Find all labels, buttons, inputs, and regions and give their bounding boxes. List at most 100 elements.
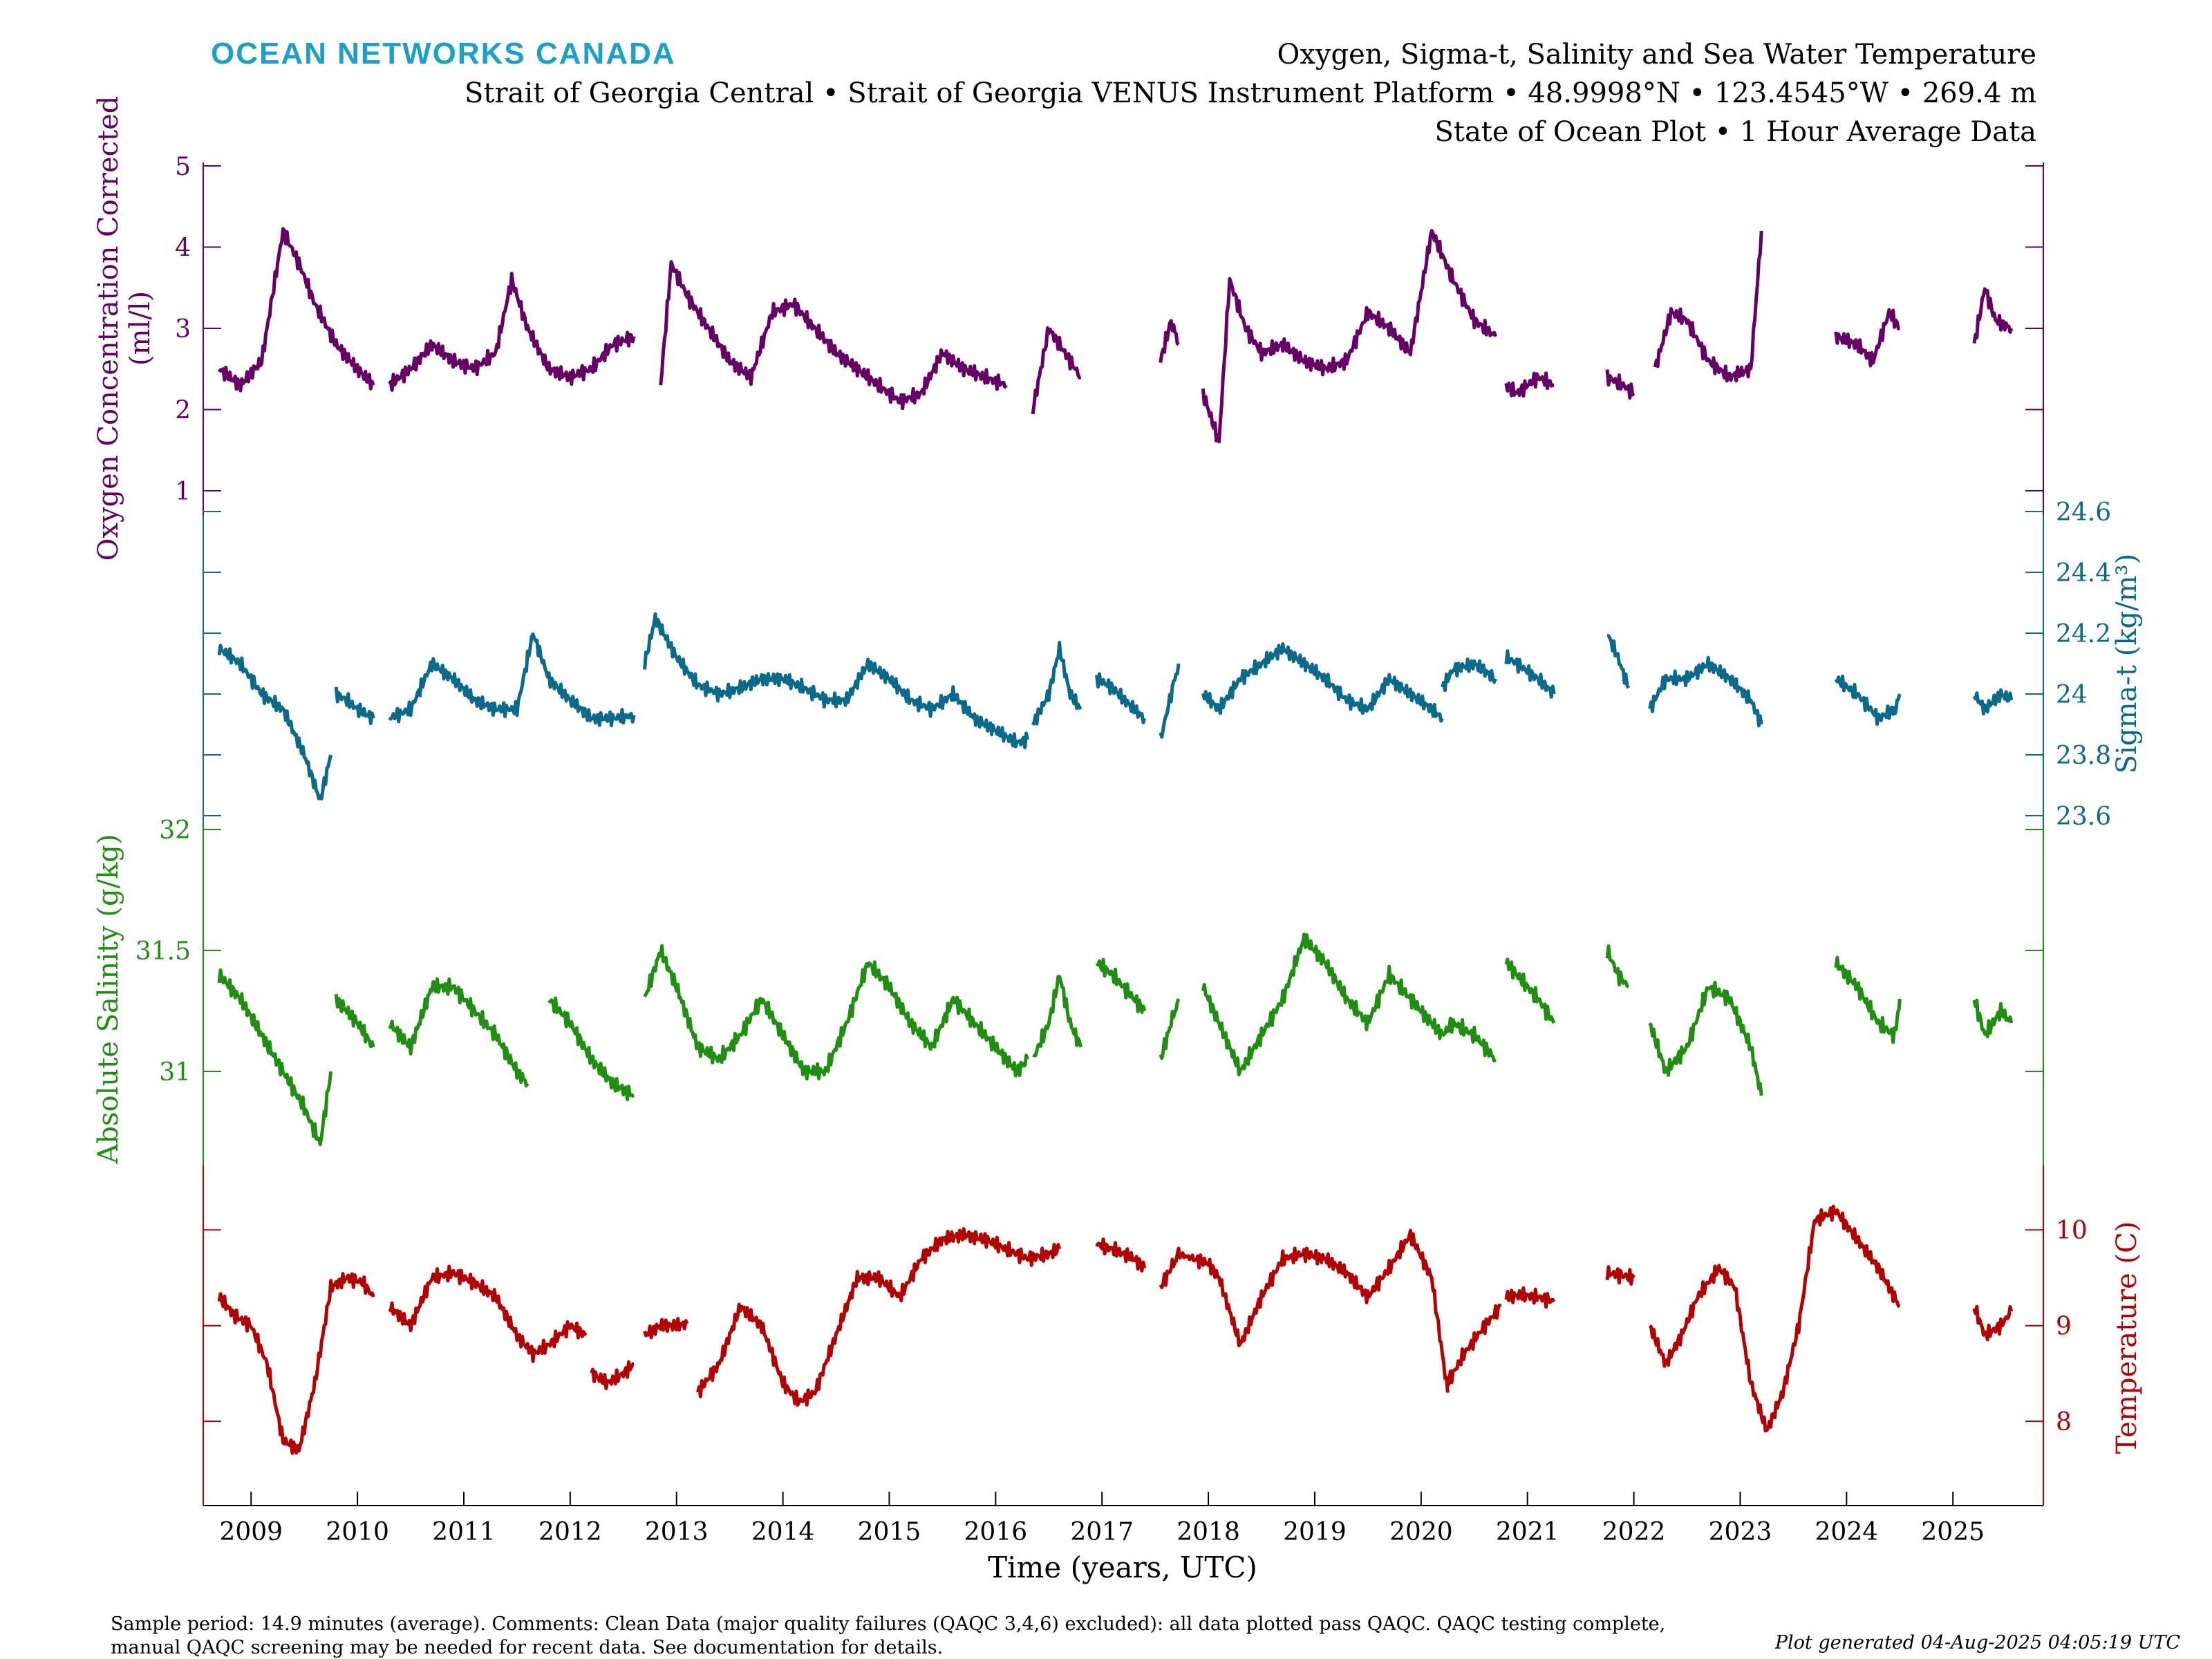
footer-note-line2: manual QAQC screening may be needed for … (111, 1637, 943, 1658)
x-tick-label: 2015 (858, 1518, 921, 1546)
panel-oxygen: 1 2 3 4 5 Oxygen Concentration Corrected (ml/l… (93, 96, 2044, 561)
x-tick-label: 2025 (1921, 1518, 1985, 1546)
salinity-series-segment (388, 977, 529, 1088)
sigma-series-segment (1095, 672, 1147, 724)
sigma-series-segment (1972, 688, 2014, 715)
oxygen-axis-label-units: (ml/l) (124, 291, 156, 366)
sigma-series-segment (1201, 642, 1444, 723)
temperature-series-segment (590, 1360, 635, 1390)
x-tick-label: 2017 (1070, 1518, 1134, 1546)
oxygen-series-segment (1605, 369, 1635, 400)
panel-temperature: 8 9 10 Temperature (C) (203, 1165, 2143, 1506)
sigma-series-segment (1031, 641, 1082, 726)
sigma-series-segment (1441, 657, 1497, 693)
x-tick-label: 2010 (326, 1518, 389, 1546)
salinity-series-segment (1095, 957, 1147, 1014)
salinity-series-segment (1504, 957, 1556, 1024)
salinity-series-segment (1648, 980, 1763, 1096)
temperature-series-segment (1504, 1286, 1556, 1309)
oxygen-series-segment (1031, 326, 1082, 415)
temperature-series-segment (1648, 1204, 1901, 1433)
temperature-series-segment (1605, 1265, 1635, 1286)
sigma-series-segment (388, 632, 636, 727)
temperature-series-segment (643, 1317, 689, 1340)
x-axis: 2009 2010 2011 2012 2013 2014 2015 2016 2017 2018… (203, 1492, 2043, 1546)
x-tick-label: 2013 (645, 1518, 709, 1546)
salinity-series-segment (1972, 998, 2014, 1038)
salinity-series-segment (547, 996, 635, 1102)
x-tick-label: 2018 (1177, 1518, 1240, 1546)
sigma-series-segment (1504, 649, 1556, 699)
sigma-series-segment (1159, 663, 1181, 739)
sigma-series-segment (643, 612, 1029, 749)
sigma-tick-label: 23.6 (2056, 803, 2111, 831)
temperature-series-segment (388, 1264, 588, 1363)
x-tick-label: 2012 (538, 1518, 602, 1546)
x-tick-label: 2016 (964, 1518, 1028, 1546)
temperature-axis-label: Temperature (C) (2111, 1221, 2143, 1454)
x-tick-label: 2014 (751, 1518, 815, 1546)
salinity-series-segment (1159, 998, 1181, 1060)
salinity-tick-label: 32 (159, 816, 191, 845)
salinity-series-segment (1201, 932, 1445, 1077)
oxygen-series-segment (1504, 371, 1555, 398)
salinity-series-segment (643, 944, 1029, 1081)
sigma-series-segment (217, 644, 333, 801)
oxygen-tick-label: 2 (175, 397, 191, 425)
oxygen-series-segment (1201, 229, 1497, 444)
oxygen-tick-label: 3 (175, 315, 191, 344)
salinity-series-segment (1834, 955, 1902, 1044)
chart-subtitle-location: Strait of Georgia Central • Strait of Ge… (465, 77, 2036, 109)
x-tick-label: 2019 (1283, 1518, 1347, 1546)
oxygen-series-segment (217, 227, 375, 393)
oxygen-series-segment (1653, 230, 1763, 383)
sigma-tick-label: 24.6 (2056, 498, 2111, 527)
temperature-tick-label: 8 (2056, 1408, 2072, 1436)
sigma-tick-label: 24 (2056, 681, 2088, 709)
x-tick-label: 2009 (219, 1518, 283, 1546)
salinity-series-segment (1605, 944, 1629, 988)
temperature-series-segment (1446, 1303, 1502, 1387)
oxygen-series-segment (659, 260, 1008, 411)
x-axis-label: Time (years, UTC) (988, 1550, 1257, 1584)
sigma-axis-label: Sigma-t (kg/m³) (2111, 554, 2143, 774)
salinity-series-segment (217, 968, 333, 1147)
panel-salinity: 31 31.5 32 Absolute Salinity (g/kg) (93, 816, 2044, 1165)
salinity-axis-label: Absolute Salinity (g/kg) (93, 834, 124, 1164)
temperature-series-segment (696, 1227, 1062, 1407)
plot-generated-timestamp: Plot generated 04-Aug-2025 04:05:19 UTC (1774, 1632, 2180, 1653)
x-tick-label: 2024 (1815, 1518, 1879, 1546)
salinity-tick-label: 31.5 (135, 937, 191, 966)
sigma-tick-label: 24.2 (2056, 620, 2111, 648)
salinity-series-segment (334, 993, 375, 1049)
oxygen-series-segment (1159, 319, 1180, 364)
salinity-series-segment (1032, 975, 1082, 1058)
sigma-series-segment (1834, 674, 1902, 727)
oxygen-axis-label: Oxygen Concentration Corrected (93, 96, 124, 561)
oxygen-series-segment (388, 272, 636, 392)
temperature-series-segment (1159, 1228, 1450, 1393)
sigma-series-segment (334, 686, 375, 726)
x-tick-label: 2023 (1709, 1518, 1772, 1546)
x-tick-label: 2022 (1602, 1518, 1666, 1546)
oxygen-series-segment (1972, 287, 2014, 344)
salinity-series-segment (1441, 1016, 1497, 1062)
temperature-series-segment (1095, 1237, 1147, 1273)
temperature-tick-label: 9 (2056, 1313, 2072, 1341)
x-tick-label: 2021 (1496, 1518, 1559, 1546)
oxygen-tick-label: 5 (175, 153, 191, 181)
sigma-series-segment (1648, 656, 1763, 728)
oxygen-series-segment (1834, 308, 1900, 368)
footer-note-line1: Sample period: 14.9 minutes (average). C… (111, 1613, 1665, 1635)
temperature-series-segment (217, 1272, 375, 1455)
brand-logo-text: OCEAN NETWORKS CANADA (211, 37, 676, 71)
chart-title: Oxygen, Sigma-t, Salinity and Sea Water … (1277, 39, 2036, 71)
oxygen-tick-label: 4 (175, 234, 191, 263)
chart-panels: 1 2 3 4 5 Oxygen Concentration Corrected (ml/l… (93, 96, 2143, 1506)
x-tick-label: 2011 (432, 1518, 496, 1546)
temperature-series-segment (1972, 1304, 2014, 1342)
salinity-tick-label: 31 (159, 1058, 191, 1087)
